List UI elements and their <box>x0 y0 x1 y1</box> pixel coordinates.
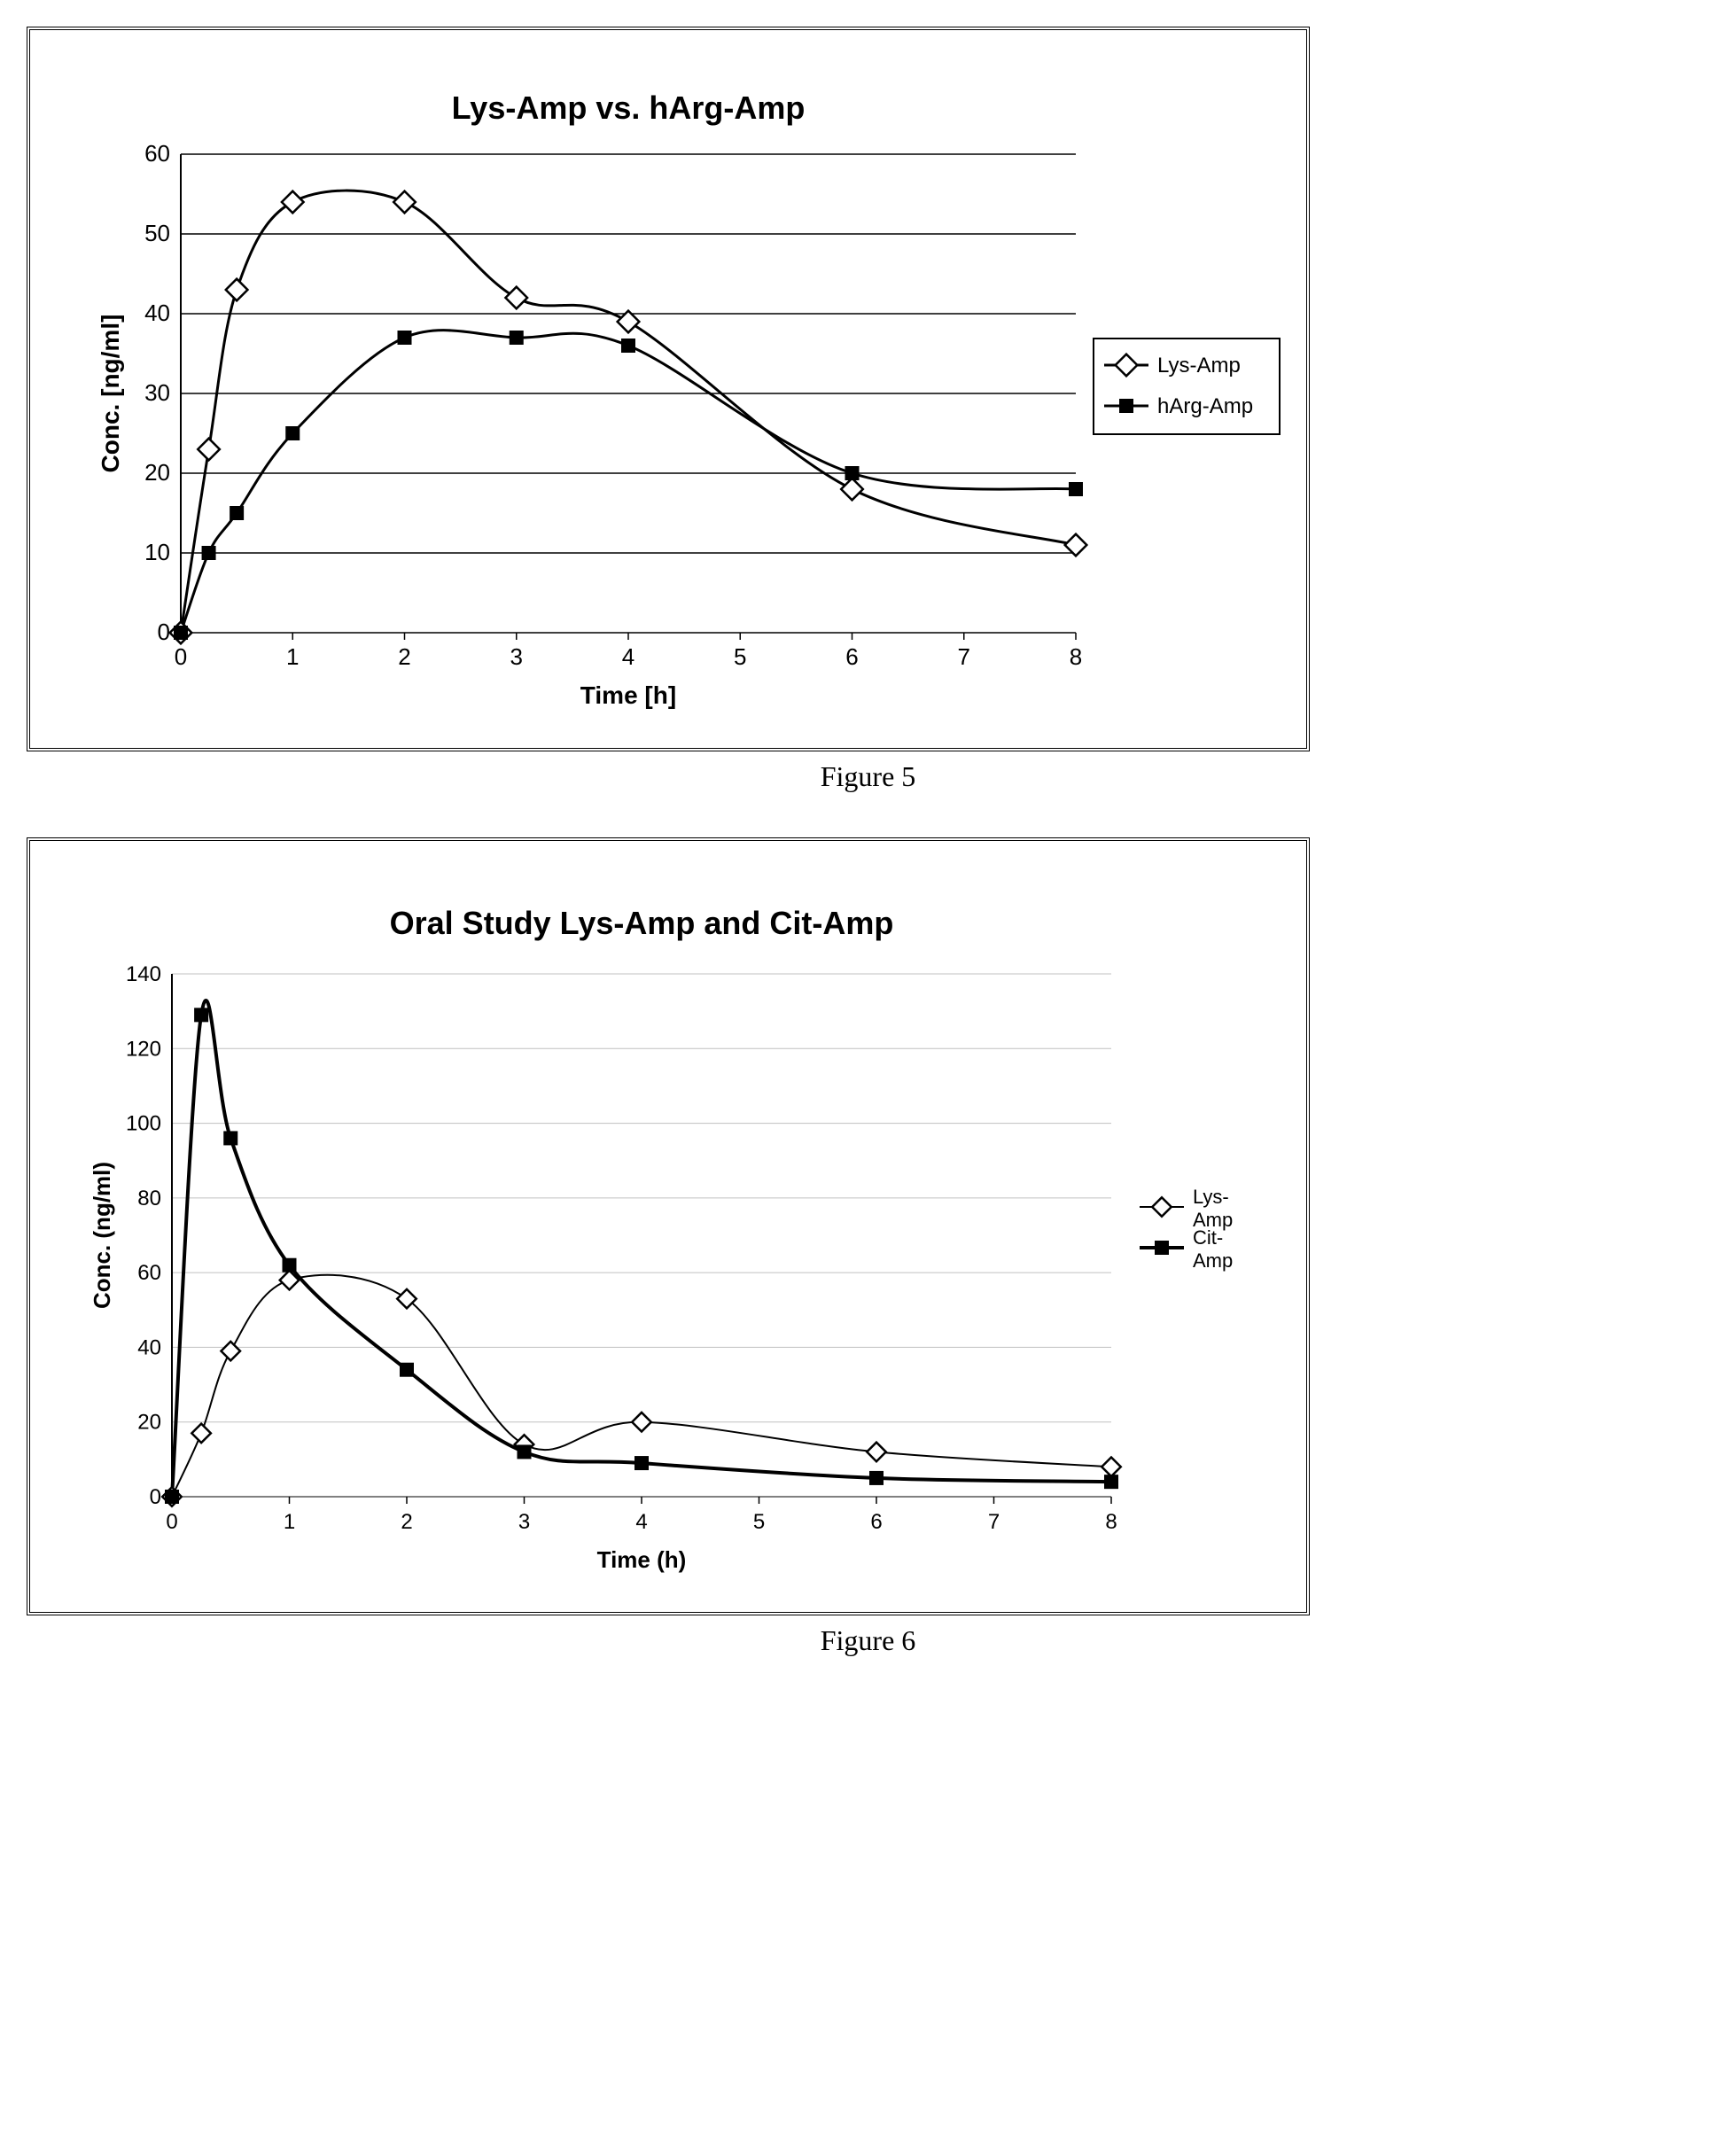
svg-text:Cit-: Cit- <box>1193 1226 1223 1249</box>
svg-text:hArg-Amp: hArg-Amp <box>1157 394 1253 418</box>
svg-text:Lys-: Lys- <box>1193 1186 1229 1208</box>
svg-text:140: 140 <box>126 962 161 986</box>
svg-text:6: 6 <box>845 643 858 670</box>
svg-text:Conc. (ng/ml): Conc. (ng/ml) <box>89 1162 115 1309</box>
svg-text:50: 50 <box>144 220 170 246</box>
svg-text:2: 2 <box>401 1510 412 1534</box>
svg-text:Time [h]: Time [h] <box>580 681 676 709</box>
figure5-container: Lys-Amp vs. hArg-Amp 0 10 20 30 40 50 60 0 1 2 3 4 5 6… <box>27 27 1310 751</box>
svg-text:120: 120 <box>126 1037 161 1061</box>
svg-text:Lys-Amp: Lys-Amp <box>1157 354 1241 377</box>
svg-text:40: 40 <box>144 300 170 326</box>
svg-text:5: 5 <box>734 643 746 670</box>
svg-text:100: 100 <box>126 1112 161 1136</box>
figure5-chart: Lys-Amp vs. hArg-Amp 0 10 20 30 40 50 60 0 1 2 3 4 5 6… <box>48 57 1288 730</box>
figure6-container: Oral Study Lys-Amp and Cit-Amp0204060801… <box>27 837 1310 1615</box>
svg-text:Oral Study Lys-Amp and Cit-Amp: Oral Study Lys-Amp and Cit-Amp <box>390 905 894 941</box>
svg-text:0: 0 <box>158 619 170 645</box>
svg-text:20: 20 <box>144 459 170 486</box>
svg-text:Lys-Amp vs. hArg-Amp: Lys-Amp vs. hArg-Amp <box>452 90 806 126</box>
svg-text:3: 3 <box>510 643 523 670</box>
svg-text:7: 7 <box>988 1510 1000 1534</box>
svg-text:20: 20 <box>137 1411 161 1435</box>
svg-text:1: 1 <box>284 1510 295 1534</box>
svg-text:0: 0 <box>175 643 187 670</box>
svg-text:8: 8 <box>1105 1510 1117 1534</box>
figure6-caption: Figure 6 <box>27 1624 1709 1657</box>
svg-text:1: 1 <box>286 643 299 670</box>
figure6-chart: Oral Study Lys-Amp and Cit-Amp0204060801… <box>48 868 1288 1594</box>
svg-text:2: 2 <box>398 643 410 670</box>
svg-text:Conc. [ng/ml]: Conc. [ng/ml] <box>97 315 124 473</box>
svg-text:0: 0 <box>166 1510 177 1534</box>
svg-text:8: 8 <box>1070 643 1082 670</box>
svg-text:3: 3 <box>518 1510 530 1534</box>
figure5-caption: Figure 5 <box>27 760 1709 793</box>
svg-text:0: 0 <box>150 1485 161 1509</box>
svg-text:6: 6 <box>870 1510 882 1534</box>
svg-text:7: 7 <box>958 643 970 670</box>
svg-text:10: 10 <box>144 539 170 565</box>
svg-text:4: 4 <box>635 1510 647 1534</box>
svg-text:60: 60 <box>137 1261 161 1285</box>
svg-text:4: 4 <box>622 643 634 670</box>
svg-text:Time (h): Time (h) <box>597 1546 687 1573</box>
svg-text:40: 40 <box>137 1335 161 1359</box>
svg-text:5: 5 <box>753 1510 765 1534</box>
svg-text:30: 30 <box>144 379 170 406</box>
svg-text:60: 60 <box>144 140 170 167</box>
svg-text:Amp: Amp <box>1193 1249 1233 1272</box>
svg-text:80: 80 <box>137 1187 161 1210</box>
